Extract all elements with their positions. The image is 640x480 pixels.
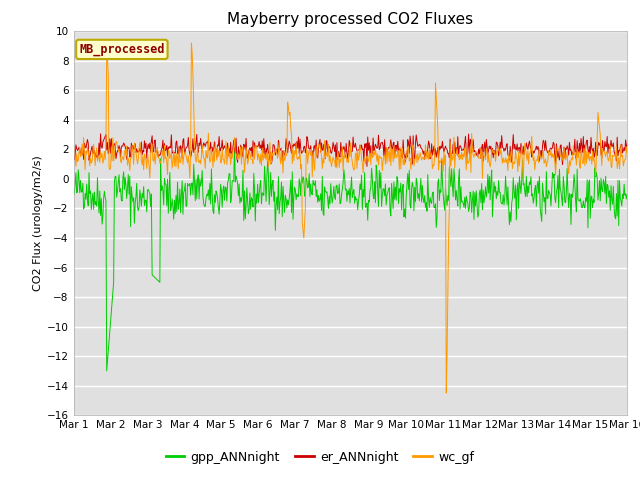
er_ANNnight: [363, 164, 371, 169]
er_ANNnight: [80, 156, 88, 162]
gpp_ANNnight: [194, 176, 202, 181]
er_ANNnight: [419, 151, 427, 156]
er_ANNnight: [435, 144, 443, 150]
Text: MB_processed: MB_processed: [79, 43, 164, 56]
wc_gf: [137, 143, 145, 148]
gpp_ANNnight: [138, 204, 145, 209]
er_ANNnight: [70, 144, 77, 150]
wc_gf: [80, 135, 88, 141]
Legend: gpp_ANNnight, er_ANNnight, wc_gf: gpp_ANNnight, er_ANNnight, wc_gf: [161, 446, 479, 469]
gpp_ANNnight: [230, 140, 238, 145]
er_ANNnight: [97, 131, 104, 137]
wc_gf: [435, 167, 442, 173]
er_ANNnight: [223, 145, 230, 151]
wc_gf: [623, 150, 631, 156]
gpp_ANNnight: [80, 206, 88, 212]
gpp_ANNnight: [103, 368, 111, 374]
wc_gf: [419, 155, 426, 160]
gpp_ANNnight: [435, 198, 443, 204]
Title: Mayberry processed CO2 Fluxes: Mayberry processed CO2 Fluxes: [227, 12, 474, 27]
er_ANNnight: [623, 142, 631, 148]
Line: gpp_ANNnight: gpp_ANNnight: [74, 143, 627, 371]
Line: er_ANNnight: er_ANNnight: [74, 134, 627, 167]
gpp_ANNnight: [623, 192, 631, 197]
er_ANNnight: [194, 150, 202, 156]
Line: wc_gf: wc_gf: [74, 43, 627, 393]
er_ANNnight: [138, 139, 145, 145]
Y-axis label: CO2 Flux (urology/m2/s): CO2 Flux (urology/m2/s): [33, 156, 43, 291]
gpp_ANNnight: [70, 185, 77, 191]
wc_gf: [188, 40, 195, 46]
gpp_ANNnight: [223, 198, 230, 204]
wc_gf: [194, 144, 202, 149]
wc_gf: [223, 162, 230, 168]
wc_gf: [70, 149, 77, 155]
wc_gf: [442, 390, 450, 396]
gpp_ANNnight: [419, 196, 427, 202]
